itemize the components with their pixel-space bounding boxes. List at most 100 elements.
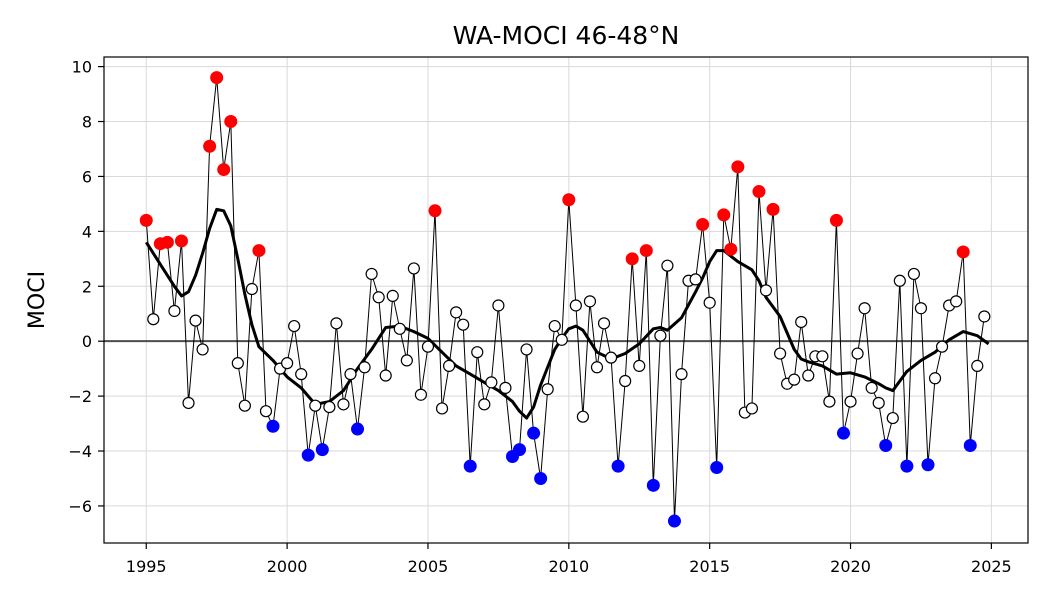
data-point-high bbox=[956, 245, 970, 259]
data-point-low bbox=[879, 439, 893, 453]
data-point bbox=[245, 282, 258, 296]
data-point bbox=[928, 372, 942, 385]
data-point-low bbox=[351, 422, 365, 436]
data-point-low bbox=[315, 443, 329, 457]
data-point bbox=[597, 317, 611, 330]
y-tick-label: −2 bbox=[68, 387, 92, 406]
data-point-low bbox=[513, 443, 527, 457]
data-point bbox=[689, 273, 702, 286]
data-point bbox=[259, 405, 273, 418]
data-point bbox=[337, 398, 350, 411]
data-point bbox=[400, 354, 413, 367]
data-point bbox=[492, 299, 505, 312]
data-point-high bbox=[717, 208, 731, 222]
data-point bbox=[745, 402, 759, 415]
data-point bbox=[950, 295, 963, 308]
data-point bbox=[344, 368, 357, 381]
data-point bbox=[238, 399, 251, 412]
data-point bbox=[372, 291, 385, 304]
data-point-low bbox=[900, 459, 914, 473]
data-point bbox=[288, 319, 301, 333]
data-point bbox=[414, 388, 428, 401]
data-point-high bbox=[428, 204, 442, 218]
data-point-low bbox=[963, 439, 977, 453]
data-point bbox=[576, 410, 590, 423]
data-point-low bbox=[836, 426, 850, 440]
data-point bbox=[323, 400, 336, 414]
data-point-high bbox=[217, 163, 231, 177]
data-point bbox=[914, 302, 928, 315]
data-point-low bbox=[534, 471, 548, 485]
data-point bbox=[590, 361, 604, 374]
data-point-low bbox=[301, 448, 315, 462]
data-point-high bbox=[696, 217, 710, 231]
data-point-low bbox=[646, 478, 660, 492]
x-tick-label: 2020 bbox=[830, 557, 871, 576]
data-point bbox=[471, 346, 484, 359]
data-point-high bbox=[224, 115, 238, 129]
data-point-low bbox=[921, 458, 935, 472]
data-point bbox=[168, 304, 181, 318]
data-point-high bbox=[766, 202, 780, 216]
data-point bbox=[189, 314, 202, 327]
data-point bbox=[365, 267, 378, 281]
data-point bbox=[788, 373, 801, 386]
data-point-high bbox=[731, 160, 745, 174]
data-point-high bbox=[829, 213, 843, 227]
data-point bbox=[281, 357, 294, 370]
data-point bbox=[858, 302, 871, 315]
data-point-high bbox=[724, 242, 738, 256]
data-point bbox=[604, 351, 618, 364]
data-point bbox=[893, 274, 906, 287]
data-point bbox=[816, 350, 829, 363]
data-point bbox=[231, 357, 244, 370]
data-point bbox=[978, 310, 991, 323]
data-point bbox=[865, 381, 878, 394]
y-tick-label: −6 bbox=[68, 497, 92, 516]
data-point bbox=[633, 359, 646, 372]
y-tick-label: 6 bbox=[82, 167, 92, 186]
data-point-high bbox=[562, 193, 576, 207]
data-point bbox=[583, 295, 597, 308]
data-point bbox=[759, 284, 773, 297]
y-tick-label: 4 bbox=[82, 222, 92, 241]
data-point bbox=[541, 383, 554, 396]
x-tick-label: 2015 bbox=[689, 557, 730, 576]
data-point bbox=[661, 259, 674, 272]
chart-title: WA-MOCI 46-48°N bbox=[453, 21, 680, 50]
data-point bbox=[971, 359, 984, 372]
data-point bbox=[147, 313, 160, 326]
data-point-high bbox=[203, 139, 217, 153]
data-point bbox=[499, 381, 512, 394]
y-tick-label: 0 bbox=[82, 332, 92, 351]
data-point bbox=[457, 318, 470, 331]
data-markers bbox=[139, 71, 991, 528]
data-point bbox=[773, 347, 787, 360]
y-axis-label: MOCI bbox=[25, 271, 50, 329]
data-point-low bbox=[266, 419, 280, 433]
data-point-low bbox=[710, 460, 724, 474]
data-point bbox=[196, 343, 209, 356]
data-point bbox=[795, 315, 808, 329]
data-point bbox=[435, 402, 449, 415]
data-point bbox=[386, 289, 399, 302]
y-tick-label: −4 bbox=[68, 442, 92, 461]
data-point bbox=[485, 376, 498, 389]
data-point-high bbox=[210, 71, 224, 85]
y-axis: −6 −4 −2 0 2 4 6 8 10 bbox=[68, 58, 104, 516]
y-tick-label: 2 bbox=[82, 277, 92, 296]
x-tick-label: 2000 bbox=[267, 557, 308, 576]
data-point bbox=[802, 369, 815, 382]
data-point bbox=[907, 267, 921, 281]
data-point bbox=[442, 359, 456, 372]
data-point-high bbox=[160, 235, 174, 249]
data-point bbox=[619, 374, 632, 388]
data-point-high bbox=[625, 252, 639, 266]
data-point bbox=[886, 411, 899, 425]
data-point bbox=[295, 368, 308, 381]
data-point bbox=[935, 340, 949, 353]
data-point bbox=[555, 333, 568, 346]
data-point-low bbox=[611, 459, 625, 473]
x-tick-label: 2025 bbox=[971, 557, 1012, 576]
